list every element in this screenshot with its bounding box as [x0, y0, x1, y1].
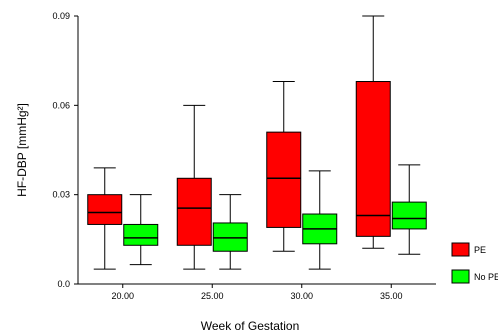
box-body: [87, 194, 123, 225]
box-pe-2: [266, 81, 302, 252]
y-tick-label: 0.09: [52, 11, 70, 21]
x-axis-title: Week of Gestation: [201, 319, 300, 333]
x-tick-label: 35.00: [380, 291, 403, 301]
x-tick-label: 30.00: [290, 291, 313, 301]
box-pe-1: [176, 104, 212, 270]
legend-label: No PE: [474, 272, 498, 282]
box-no-pe-1: [212, 194, 248, 270]
box-body: [391, 201, 427, 230]
y-tick-label: 0.0: [57, 279, 70, 289]
box-body: [355, 81, 391, 237]
legend-swatch: [451, 242, 470, 257]
plot-axes: 0.0 0.03 0.06 0.09 20.00 25.00 30.00 35.00 Week …: [15, 11, 436, 333]
box-pe-0: [87, 167, 123, 270]
y-tick-label: 0.06: [52, 100, 70, 110]
x-tick-label: 25.00: [201, 291, 224, 301]
box-body: [123, 223, 159, 246]
box-groups: [87, 15, 427, 270]
y-tick-label: 0.03: [52, 190, 70, 200]
chart-legend: PE No PE: [451, 242, 498, 284]
legend-swatch: [451, 269, 470, 284]
x-tick-label: 20.00: [111, 291, 134, 301]
box-pe-3: [355, 15, 391, 249]
box-no-pe-2: [302, 170, 338, 270]
box-body: [266, 131, 302, 228]
box-no-pe-0: [123, 194, 159, 266]
legend-label: PE: [474, 245, 486, 255]
box-body: [176, 177, 212, 246]
box-no-pe-3: [391, 164, 427, 255]
y-axis-title: HF-DBP [mmHg²]: [15, 103, 29, 197]
